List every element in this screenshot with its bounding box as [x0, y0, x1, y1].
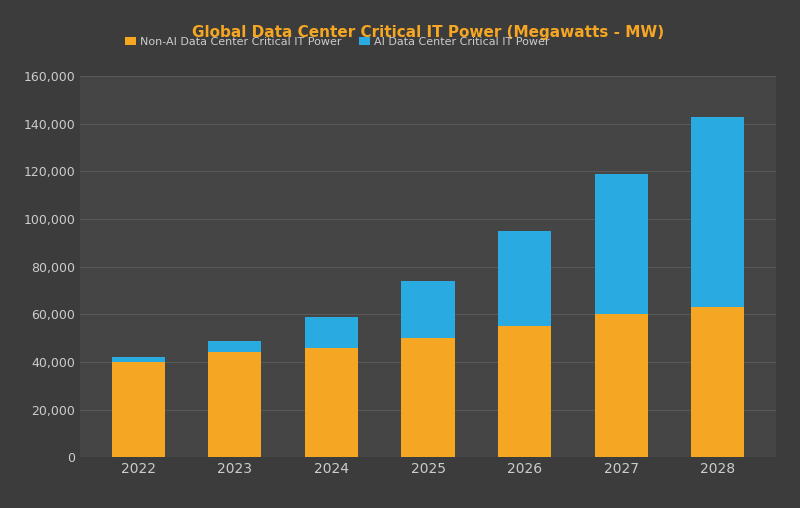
Legend: Non-AI Data Center Critical IT Power, AI Data Center Critical IT Power: Non-AI Data Center Critical IT Power, AI… [120, 32, 554, 51]
Bar [691, 307, 744, 457]
Bar [498, 326, 551, 457]
Bar [112, 362, 165, 457]
Bar [594, 174, 648, 314]
Title: Global Data Center Critical IT Power (Megawatts - MW): Global Data Center Critical IT Power (Me… [192, 25, 664, 40]
Bar [305, 347, 358, 457]
Bar [691, 117, 744, 307]
Bar [402, 338, 454, 457]
Bar [208, 340, 262, 353]
Bar [305, 316, 358, 347]
Bar [208, 353, 262, 457]
Bar [498, 231, 551, 326]
Bar [594, 314, 648, 457]
Bar [402, 281, 454, 338]
Bar [112, 357, 165, 362]
